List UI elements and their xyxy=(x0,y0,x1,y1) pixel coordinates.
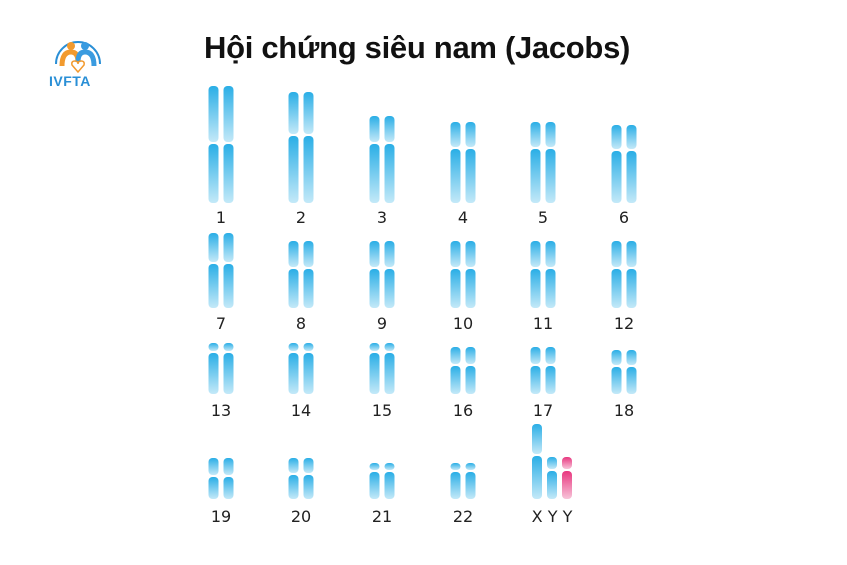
chromosome-8-b xyxy=(303,241,314,308)
chromosome-3-b xyxy=(384,116,395,203)
chromosome-label-17: 17 xyxy=(533,401,553,420)
chromosome-15-a xyxy=(369,343,380,394)
chromosome-9-a xyxy=(369,241,380,308)
chromosome-19-a xyxy=(208,458,219,499)
ivfta-logo xyxy=(48,34,108,94)
chromosome-label-10: 10 xyxy=(453,314,473,333)
chromosome-4-b xyxy=(465,122,476,203)
family-heart-icon xyxy=(55,41,101,74)
chromosome-9-b xyxy=(384,241,395,308)
chromosome-13-a xyxy=(208,343,219,394)
chromosome-14-b xyxy=(303,343,314,394)
chromosome-y xyxy=(547,457,557,499)
chromosome-22-b xyxy=(465,463,476,499)
chromosome-label-16: 16 xyxy=(453,401,473,420)
chromosome-21-a xyxy=(369,463,380,499)
chromosome-label-11: 11 xyxy=(533,314,553,333)
chromosome-label-12: 12 xyxy=(614,314,634,333)
chromosome-label-4: 4 xyxy=(458,208,468,227)
chromosome-18-a xyxy=(611,350,622,394)
chromosome-extra-y xyxy=(562,457,572,499)
chromosome-7-a xyxy=(208,233,219,308)
chromosome-label-3: 3 xyxy=(377,208,387,227)
chromosome-19-b xyxy=(223,458,234,499)
chromosome-label-8: 8 xyxy=(296,314,306,333)
chromosome-label-5: 5 xyxy=(538,208,548,227)
chromosome-label-13: 13 xyxy=(211,401,231,420)
chromosome-5-a xyxy=(530,122,541,203)
chromosome-8-a xyxy=(288,241,299,308)
chromosome-12-a xyxy=(611,241,622,308)
chromosome-2-b xyxy=(303,92,314,203)
chromosome-16-b xyxy=(465,347,476,394)
chromosome-16-a xyxy=(450,347,461,394)
page-title: Hội chứng siêu nam (Jacobs) xyxy=(204,30,631,65)
chromosome-label-20: 20 xyxy=(291,507,311,526)
chromosome-18-b xyxy=(626,350,637,394)
chromosome-label-1: 1 xyxy=(216,208,226,227)
chromosome-12-b xyxy=(626,241,637,308)
chromosome-7-b xyxy=(223,233,234,308)
chromosome-14-a xyxy=(288,343,299,394)
chromosome-label-14: 14 xyxy=(291,401,311,420)
chromosome-label-9: 9 xyxy=(377,314,387,333)
chromosome-22-a xyxy=(450,463,461,499)
chromosome-label-19: 19 xyxy=(211,507,231,526)
logo-text: IVFTA xyxy=(49,73,91,89)
chromosome-10-a xyxy=(450,241,461,308)
chromosome-label-6: 6 xyxy=(619,208,629,227)
chromosome-21-b xyxy=(384,463,395,499)
chromosome-20-a xyxy=(288,458,299,499)
chromosome-17-b xyxy=(545,347,556,394)
chromosome-13-b xyxy=(223,343,234,394)
chromosome-6-a xyxy=(611,125,622,203)
chromosome-5-b xyxy=(545,122,556,203)
chromosome-15-b xyxy=(384,343,395,394)
chromosome-17-a xyxy=(530,347,541,394)
chromosome-1-b xyxy=(223,86,234,203)
chromosome-11-a xyxy=(530,241,541,308)
chromosome-x xyxy=(532,424,542,499)
chromosome-label-18: 18 xyxy=(614,401,634,420)
chromosome-1-a xyxy=(208,86,219,203)
chromosome-20-b xyxy=(303,458,314,499)
chromosome-11-b xyxy=(545,241,556,308)
chromosome-label-15: 15 xyxy=(372,401,392,420)
chromosome-4-a xyxy=(450,122,461,203)
chromosome-6-b xyxy=(626,125,637,203)
chromosome-2-a xyxy=(288,92,299,203)
chromosome-3-a xyxy=(369,116,380,203)
chromosome-label-2: 2 xyxy=(296,208,306,227)
chromosome-10-b xyxy=(465,241,476,308)
chromosome-label-7: 7 xyxy=(216,314,226,333)
sex-chromosome-label: X Y Y xyxy=(532,507,573,526)
chromosome-label-22: 22 xyxy=(453,507,473,526)
chromosome-label-21: 21 xyxy=(372,507,392,526)
